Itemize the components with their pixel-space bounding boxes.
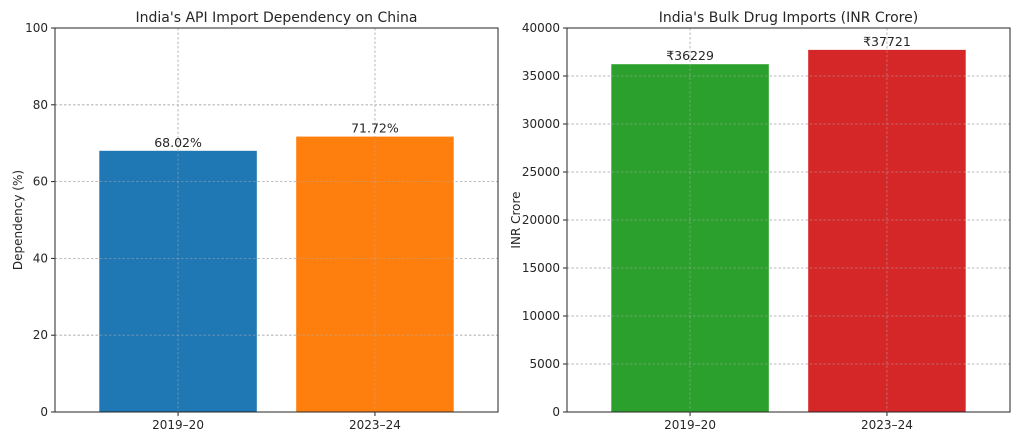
x-tick-label: 2023–24 xyxy=(861,418,913,432)
plot-frame xyxy=(54,27,499,413)
bar-data-label: 71.72% xyxy=(351,121,399,136)
y-tick-label: 100 xyxy=(25,21,48,35)
y-axis-label: Dependency (%) xyxy=(11,170,25,270)
bar-1 xyxy=(611,64,769,412)
bar-data-label: ₹37721 xyxy=(863,34,911,49)
y-tick-label: 30000 xyxy=(522,117,560,131)
chart-title: India's Bulk Drug Imports (INR Crore) xyxy=(659,10,918,26)
y-tick-label: 15000 xyxy=(522,261,560,275)
y-tick-label: 0 xyxy=(552,405,560,419)
x-tick-label: 2019–20 xyxy=(664,418,716,432)
bar-data-label: ₹36229 xyxy=(666,48,714,63)
x-tick-label: 2023–24 xyxy=(349,418,401,432)
x-tick-label: 2019–20 xyxy=(152,418,204,432)
y-axis-label: INR Crore xyxy=(509,191,523,248)
y-tick-label: 25000 xyxy=(522,165,560,179)
chart-panel-2: ₹36229 ₹37721 0 5000 10000 15000 20000 25000 300… xyxy=(509,10,1011,432)
chart-panel-1: 68.02% 71.72% 0 20 40 60 80 100 2019–20 2023–24 In… xyxy=(11,10,499,432)
y-tick-label: 60 xyxy=(33,175,48,189)
chart-title: India's API Import Dependency on China xyxy=(136,10,418,26)
y-tick-label: 20000 xyxy=(522,213,560,227)
y-tick-label: 0 xyxy=(40,405,48,419)
y-tick-label: 20 xyxy=(33,328,48,342)
y-tick-label: 5000 xyxy=(529,357,560,371)
bar-data-label: 68.02% xyxy=(154,135,202,150)
y-tick-label: 40 xyxy=(33,251,48,265)
y-tick-label: 40000 xyxy=(522,21,560,35)
y-tick-label: 10000 xyxy=(522,309,560,323)
y-tick-label: 80 xyxy=(33,98,48,112)
y-tick-label: 35000 xyxy=(522,69,560,83)
